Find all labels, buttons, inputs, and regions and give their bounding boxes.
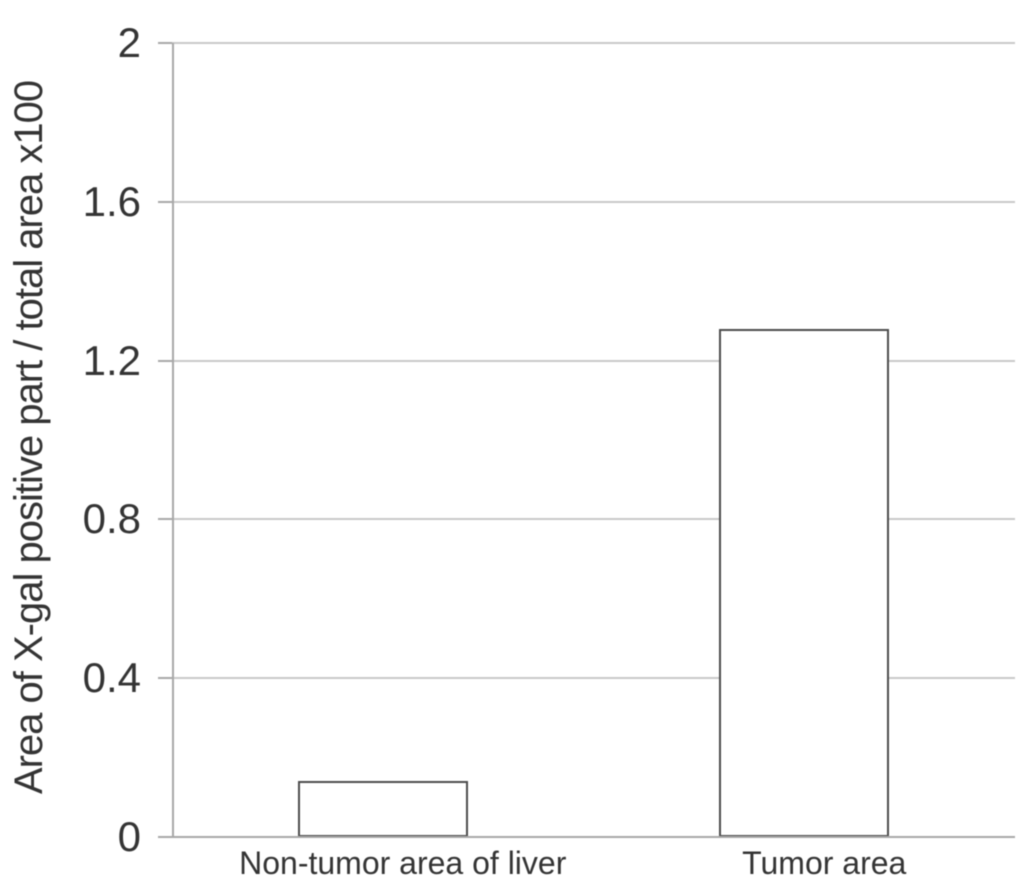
- y-tick-mark: [158, 518, 172, 521]
- bar-non-tumor: [297, 781, 468, 837]
- plot-area: [172, 42, 1015, 837]
- y-tick-mark: [158, 836, 172, 838]
- gridline: [172, 677, 1015, 680]
- y-tick-label: 1.6: [82, 177, 141, 225]
- y-tick-mark: [158, 42, 172, 44]
- x-axis-line: [158, 836, 1015, 838]
- y-tick-label: 0.4: [82, 654, 141, 702]
- y-tick-label: 2: [117, 19, 141, 66]
- gridline: [172, 42, 1015, 44]
- y-tick-label: 0.8: [82, 495, 141, 543]
- y-axis-line: [172, 43, 174, 838]
- y-tick-label: 0: [117, 813, 141, 860]
- x-category-label: Non-tumor area of liver: [239, 845, 567, 881]
- gridline: [172, 200, 1015, 203]
- gridline: [172, 518, 1015, 521]
- y-tick-mark: [158, 677, 172, 680]
- y-tick-mark: [158, 359, 172, 362]
- bar-tumor: [719, 328, 890, 837]
- gridline: [172, 359, 1015, 362]
- x-category-label: Tumor area: [742, 845, 907, 881]
- y-tick-label: 1.2: [82, 336, 141, 384]
- y-tick-mark: [158, 200, 172, 203]
